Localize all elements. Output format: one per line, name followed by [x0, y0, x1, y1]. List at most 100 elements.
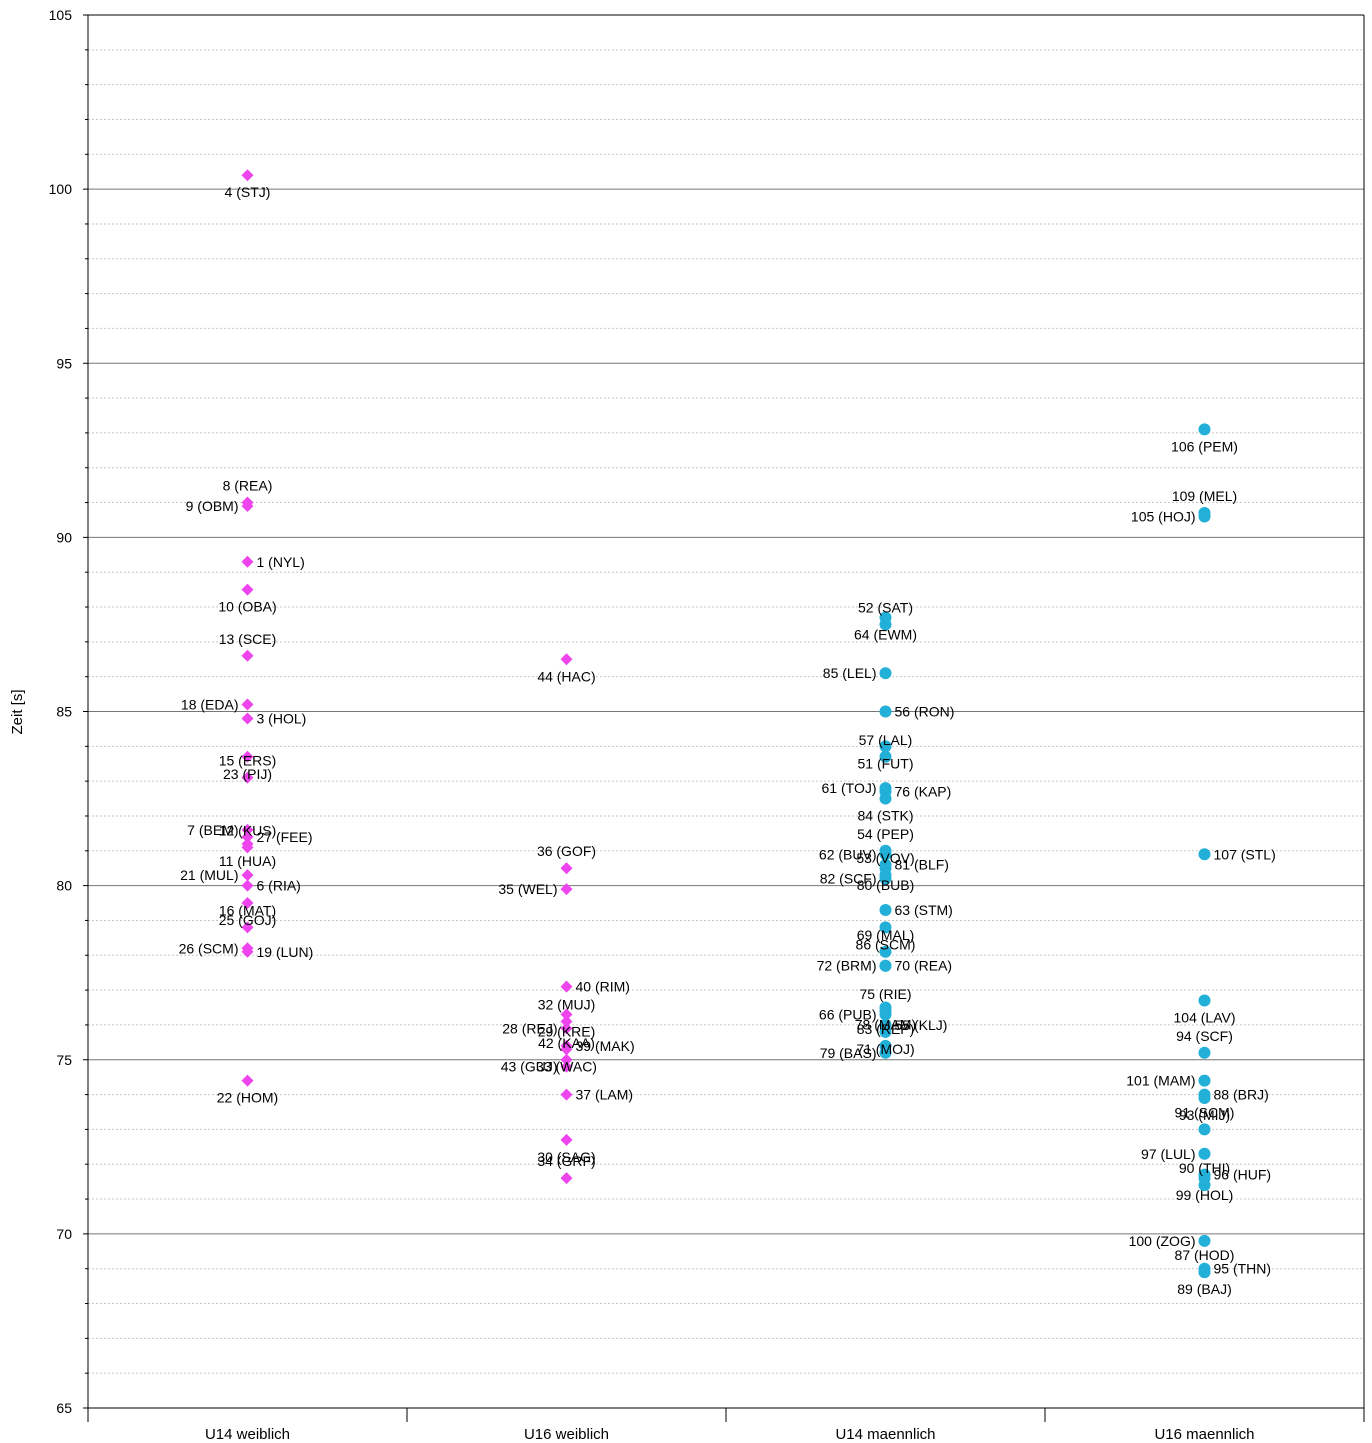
data-point-marker	[241, 771, 254, 784]
data-point-label: 107 (STL)	[1214, 846, 1276, 862]
data-point-label: 91 (SCM)	[1175, 1104, 1235, 1120]
data-point-label: 23 (PIJ)	[223, 766, 272, 782]
data-point-marker	[560, 1060, 573, 1073]
data-point-label: 56 (RON)	[895, 704, 955, 720]
data-point-label: 106 (PEM)	[1171, 438, 1238, 454]
data-point-label: 51 (FUT)	[858, 755, 914, 771]
data-point-marker	[241, 869, 254, 882]
data-point-label: 6 (RIA)	[257, 878, 301, 894]
grid-lines	[88, 14, 1364, 1374]
data-point-marker	[560, 1172, 573, 1185]
data-point-marker	[560, 1088, 573, 1101]
data-point-marker	[241, 649, 254, 662]
data-point-marker	[241, 750, 254, 763]
data-point-label: 7 (BEM)	[187, 822, 238, 838]
data-point-label: 30 (SAG)	[537, 1149, 595, 1165]
data-point-label: 71 (MOJ)	[856, 1041, 914, 1057]
data-point-label: 82 (SCF)	[820, 871, 877, 887]
data-point-label: 87 (HOD)	[1175, 1247, 1235, 1263]
data-point-marker	[241, 555, 254, 568]
data-point-label: 64 (EWM)	[854, 626, 917, 642]
x-category-label: U14 weiblich	[205, 1426, 290, 1443]
data-point-label: 27 (FEE)	[257, 829, 313, 845]
data-point-marker	[560, 653, 573, 666]
data-point-marker	[241, 698, 254, 711]
data-point-label: 70 (REA)	[895, 958, 953, 974]
data-point-marker	[879, 921, 892, 934]
data-point-label: 61 (TOJ)	[822, 780, 877, 796]
data-point-label: 97 (LUL)	[1141, 1146, 1195, 1162]
data-point-label: 72 (BRM)	[817, 958, 877, 974]
data-point-label: 29 (KRE)	[538, 1023, 596, 1039]
data-point-label: 81 (BLF)	[895, 857, 949, 873]
y-tick-label: 105	[49, 7, 73, 23]
data-point-label: 96 (HUF)	[1214, 1167, 1272, 1183]
data-point-label: 105 (HOJ)	[1131, 508, 1196, 524]
data-point-label: 44 (HAC)	[537, 668, 595, 684]
y-tick-label: 75	[56, 1052, 72, 1068]
data-point-label: 1 (NYL)	[257, 554, 305, 570]
data-point-label: 13 (SCE)	[219, 631, 277, 647]
data-point-marker	[241, 841, 254, 854]
data-point-marker	[1198, 1234, 1211, 1247]
data-point-label: 95 (THN)	[1214, 1261, 1272, 1277]
data-point-marker	[241, 897, 254, 910]
data-point-marker	[241, 921, 254, 934]
data-point-label: 21 (MUL)	[180, 867, 238, 883]
data-point-label: 109 (MEL)	[1172, 488, 1237, 504]
data-point-marker	[241, 583, 254, 596]
data-point-label: 89 (BAJ)	[1177, 1281, 1231, 1297]
data-point-label: 88 (BRJ)	[1214, 1087, 1269, 1103]
data-point-label: 22 (HOM)	[217, 1090, 278, 1106]
data-point-marker	[1198, 1123, 1211, 1136]
data-point-marker	[879, 1025, 892, 1038]
data-point-label: 28 (REJ)	[502, 1020, 557, 1036]
data-point-label: 43 (GUJ)	[501, 1059, 558, 1075]
y-axis-title: Zeit [s]	[9, 689, 26, 734]
data-point-label: 90 (THI)	[1179, 1160, 1230, 1176]
data-point-label: 53 (VOV)	[856, 850, 914, 866]
data-point-marker	[1198, 1092, 1211, 1105]
data-point-label: 63 (STM)	[895, 902, 953, 918]
data-point-label: 42 (KAA)	[538, 1035, 595, 1051]
data-point-label: 26 (SCM)	[179, 940, 239, 956]
data-point-label: 19 (LUN)	[257, 944, 314, 960]
data-points	[241, 169, 1211, 1279]
data-point-marker	[1198, 1266, 1211, 1279]
data-point-marker	[560, 883, 573, 896]
data-point-label: 80 (BUB)	[857, 877, 915, 893]
y-tick-label: 90	[56, 529, 72, 545]
data-point-label: 62 (BUV)	[819, 846, 877, 862]
x-category-label: U16 maennlich	[1154, 1426, 1254, 1443]
data-point-label: 52 (SAT)	[858, 599, 913, 615]
x-category-label: U14 maennlich	[835, 1426, 935, 1443]
data-point-marker	[879, 792, 892, 805]
data-point-marker	[879, 705, 892, 718]
data-point-label: 86 (SCM)	[856, 936, 916, 952]
data-point-label: 4 (STJ)	[225, 184, 271, 200]
data-point-marker	[1198, 1046, 1211, 1059]
data-point-marker	[1198, 1179, 1211, 1192]
data-point-label: 36 (GOF)	[537, 843, 596, 859]
y-tick-label: 70	[56, 1226, 72, 1242]
data-point-marker	[241, 712, 254, 725]
data-point-marker	[879, 667, 892, 680]
data-point-label: 15 (ERS)	[219, 753, 277, 769]
data-point-label: 99 (HOL)	[1176, 1187, 1234, 1203]
data-point-label: 69 (MAL)	[857, 927, 915, 943]
y-tick-label: 100	[49, 181, 73, 197]
data-point-marker	[1198, 423, 1211, 436]
data-point-marker	[560, 980, 573, 993]
data-point-marker	[560, 1053, 573, 1066]
data-point-label: 93 (MIJ)	[1179, 1107, 1230, 1123]
y-tick-label: 80	[56, 878, 72, 894]
y-tick-labels: 65 70 75 80 85 90 95 100 105	[49, 7, 88, 1416]
data-point-marker	[241, 1074, 254, 1087]
x-category-labels: U14 weiblich U16 weiblich U14 maennlich U16…	[87, 1408, 1365, 1443]
data-point-label: 34 (GRF)	[537, 1153, 595, 1169]
data-point-marker	[560, 862, 573, 875]
y-tick-label: 85	[56, 704, 72, 720]
data-point-label: 101 (MAM)	[1126, 1073, 1195, 1089]
data-point-marker	[1198, 1147, 1211, 1160]
